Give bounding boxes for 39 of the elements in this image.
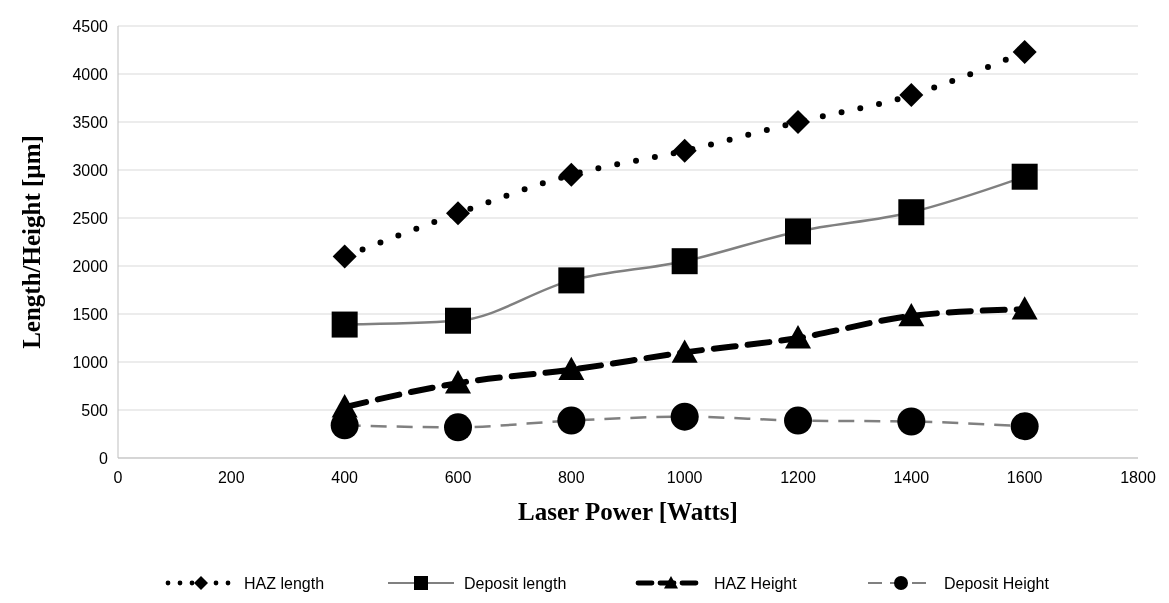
y-tick-label: 2500: [72, 209, 109, 227]
y-axis-title: Length/Height [µm]: [18, 135, 45, 349]
point: [785, 325, 811, 349]
point: [899, 83, 924, 108]
x-tick-label: 200: [217, 469, 245, 486]
point: [332, 244, 357, 269]
x-tick-label: 400: [331, 469, 359, 486]
y-tick-label: 2000: [72, 257, 109, 275]
x-tick-label: 1000: [666, 469, 703, 486]
point: [786, 110, 810, 134]
point: [446, 201, 470, 226]
y-tick-label: 1500: [72, 305, 109, 323]
x-tick-label: 1200: [780, 469, 816, 486]
point: [671, 339, 698, 363]
x-tick-label: 0: [113, 469, 123, 486]
y-tick-label: 4500: [72, 17, 109, 35]
x-tick-label: 800: [557, 469, 585, 486]
point: [445, 370, 471, 394]
x-tick-label: 600: [444, 469, 472, 486]
x-tick-label: 1800: [1120, 469, 1156, 486]
x-tick-label: 1600: [1006, 469, 1043, 486]
y-tick-label: 4000: [72, 65, 109, 83]
point: [559, 162, 584, 187]
y-tick-label: 500: [81, 401, 109, 419]
y-tick-label: 0: [99, 449, 109, 467]
legend-label: Deposit length: [464, 574, 567, 592]
legend-label: HAZ length: [244, 574, 325, 592]
x-axis-title: Laser Power [Watts]: [518, 498, 738, 525]
point: [672, 138, 697, 163]
legend-label: Deposit Height: [944, 574, 1050, 592]
point: [1012, 39, 1037, 64]
point: [1011, 296, 1038, 320]
x-tick-label: 1400: [893, 469, 930, 486]
y-tick-label: 3500: [72, 113, 109, 131]
point: [898, 302, 925, 327]
point: [558, 356, 585, 381]
y-tick-label: 1000: [72, 353, 109, 371]
y-tick-label: 3000: [72, 161, 109, 179]
legend-label: HAZ Height: [714, 574, 798, 592]
